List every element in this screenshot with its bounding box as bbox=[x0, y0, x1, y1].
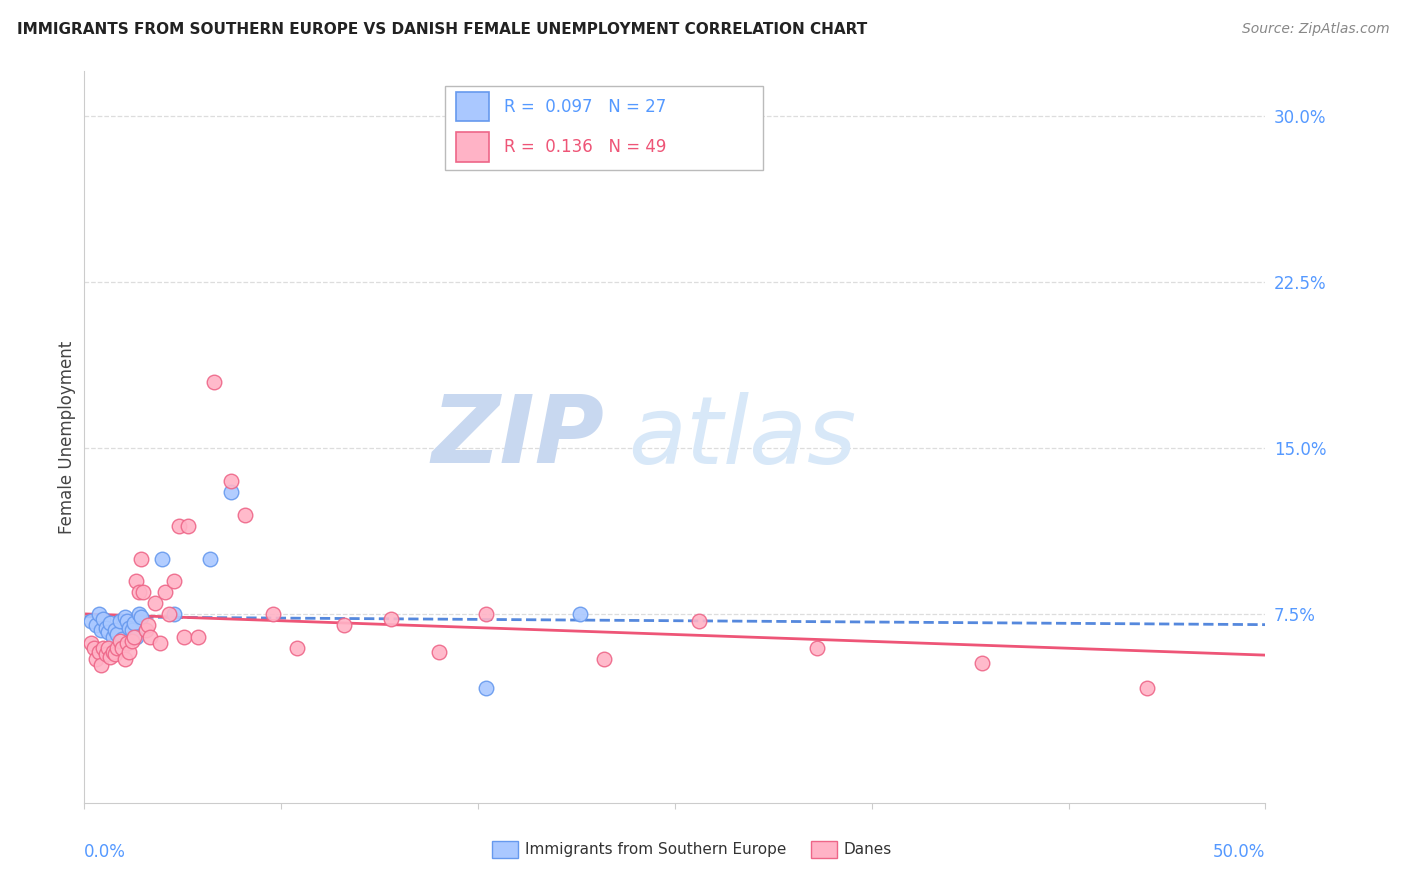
Point bbox=[173, 630, 195, 644]
Text: R =  0.136   N = 49: R = 0.136 N = 49 bbox=[503, 138, 666, 156]
Point bbox=[91, 640, 114, 655]
Point bbox=[107, 627, 129, 641]
FancyBboxPatch shape bbox=[444, 86, 763, 170]
Text: R =  0.097   N = 27: R = 0.097 N = 27 bbox=[503, 98, 666, 116]
Point bbox=[122, 616, 145, 631]
Point bbox=[121, 623, 143, 637]
Point bbox=[132, 585, 155, 599]
FancyBboxPatch shape bbox=[457, 132, 489, 161]
Point bbox=[380, 612, 402, 626]
Point bbox=[111, 640, 134, 655]
Point bbox=[107, 640, 129, 655]
FancyBboxPatch shape bbox=[457, 92, 489, 121]
Text: ZIP: ZIP bbox=[432, 391, 605, 483]
Point bbox=[121, 634, 143, 648]
Point bbox=[118, 621, 141, 635]
Point bbox=[163, 607, 186, 622]
Point bbox=[125, 574, 148, 589]
Point bbox=[136, 618, 159, 632]
Point bbox=[219, 485, 242, 500]
Point bbox=[128, 607, 150, 622]
Point bbox=[122, 630, 145, 644]
Point bbox=[198, 552, 221, 566]
Point bbox=[98, 649, 121, 664]
Point bbox=[114, 609, 136, 624]
Point bbox=[1136, 681, 1159, 695]
Point bbox=[129, 552, 152, 566]
Point bbox=[688, 614, 710, 628]
Point bbox=[83, 640, 105, 655]
Point bbox=[97, 640, 120, 655]
Point bbox=[111, 632, 134, 646]
Text: Danes: Danes bbox=[844, 842, 891, 857]
Text: atlas: atlas bbox=[627, 392, 856, 483]
Point bbox=[115, 614, 138, 628]
Point bbox=[104, 623, 127, 637]
Point bbox=[475, 681, 498, 695]
Text: IMMIGRANTS FROM SOUTHERN EUROPE VS DANISH FEMALE UNEMPLOYMENT CORRELATION CHART: IMMIGRANTS FROM SOUTHERN EUROPE VS DANIS… bbox=[17, 22, 868, 37]
Point bbox=[150, 552, 173, 566]
Point bbox=[101, 630, 124, 644]
Point bbox=[167, 518, 190, 533]
Point bbox=[128, 585, 150, 599]
Point bbox=[970, 656, 993, 670]
Point bbox=[104, 648, 127, 662]
Point bbox=[569, 607, 592, 622]
Point bbox=[87, 607, 110, 622]
Point bbox=[80, 636, 103, 650]
Point bbox=[101, 645, 124, 659]
Point bbox=[84, 651, 107, 665]
Point bbox=[157, 607, 180, 622]
Point bbox=[91, 612, 114, 626]
Point bbox=[94, 621, 117, 635]
Point bbox=[233, 508, 256, 522]
Point bbox=[153, 585, 176, 599]
Point bbox=[87, 645, 110, 659]
Point bbox=[129, 609, 152, 624]
Point bbox=[219, 475, 242, 489]
Point bbox=[90, 623, 112, 637]
Point bbox=[149, 636, 172, 650]
Point bbox=[108, 634, 131, 648]
Point bbox=[98, 616, 121, 631]
Point bbox=[177, 518, 200, 533]
Point bbox=[187, 630, 209, 644]
Point bbox=[143, 596, 166, 610]
Point bbox=[114, 651, 136, 665]
Text: 0.0%: 0.0% bbox=[84, 843, 127, 861]
Point bbox=[139, 630, 162, 644]
FancyBboxPatch shape bbox=[811, 841, 837, 858]
Point bbox=[262, 607, 284, 622]
FancyBboxPatch shape bbox=[492, 841, 517, 858]
Text: 50.0%: 50.0% bbox=[1213, 843, 1265, 861]
Point bbox=[285, 640, 308, 655]
Point bbox=[593, 651, 616, 665]
Point bbox=[97, 625, 120, 640]
Point bbox=[94, 648, 117, 662]
Point bbox=[84, 618, 107, 632]
Point bbox=[427, 645, 450, 659]
Point bbox=[163, 574, 186, 589]
Point bbox=[333, 618, 356, 632]
Y-axis label: Female Unemployment: Female Unemployment bbox=[58, 341, 76, 533]
Point bbox=[118, 645, 141, 659]
Point bbox=[475, 607, 498, 622]
Point bbox=[135, 623, 157, 637]
Point bbox=[125, 630, 148, 644]
Point bbox=[806, 640, 828, 655]
Point bbox=[202, 375, 225, 389]
Point bbox=[90, 658, 112, 673]
Text: Immigrants from Southern Europe: Immigrants from Southern Europe bbox=[524, 842, 786, 857]
Point bbox=[108, 614, 131, 628]
Point bbox=[115, 636, 138, 650]
Text: Source: ZipAtlas.com: Source: ZipAtlas.com bbox=[1241, 22, 1389, 37]
Point bbox=[80, 614, 103, 628]
